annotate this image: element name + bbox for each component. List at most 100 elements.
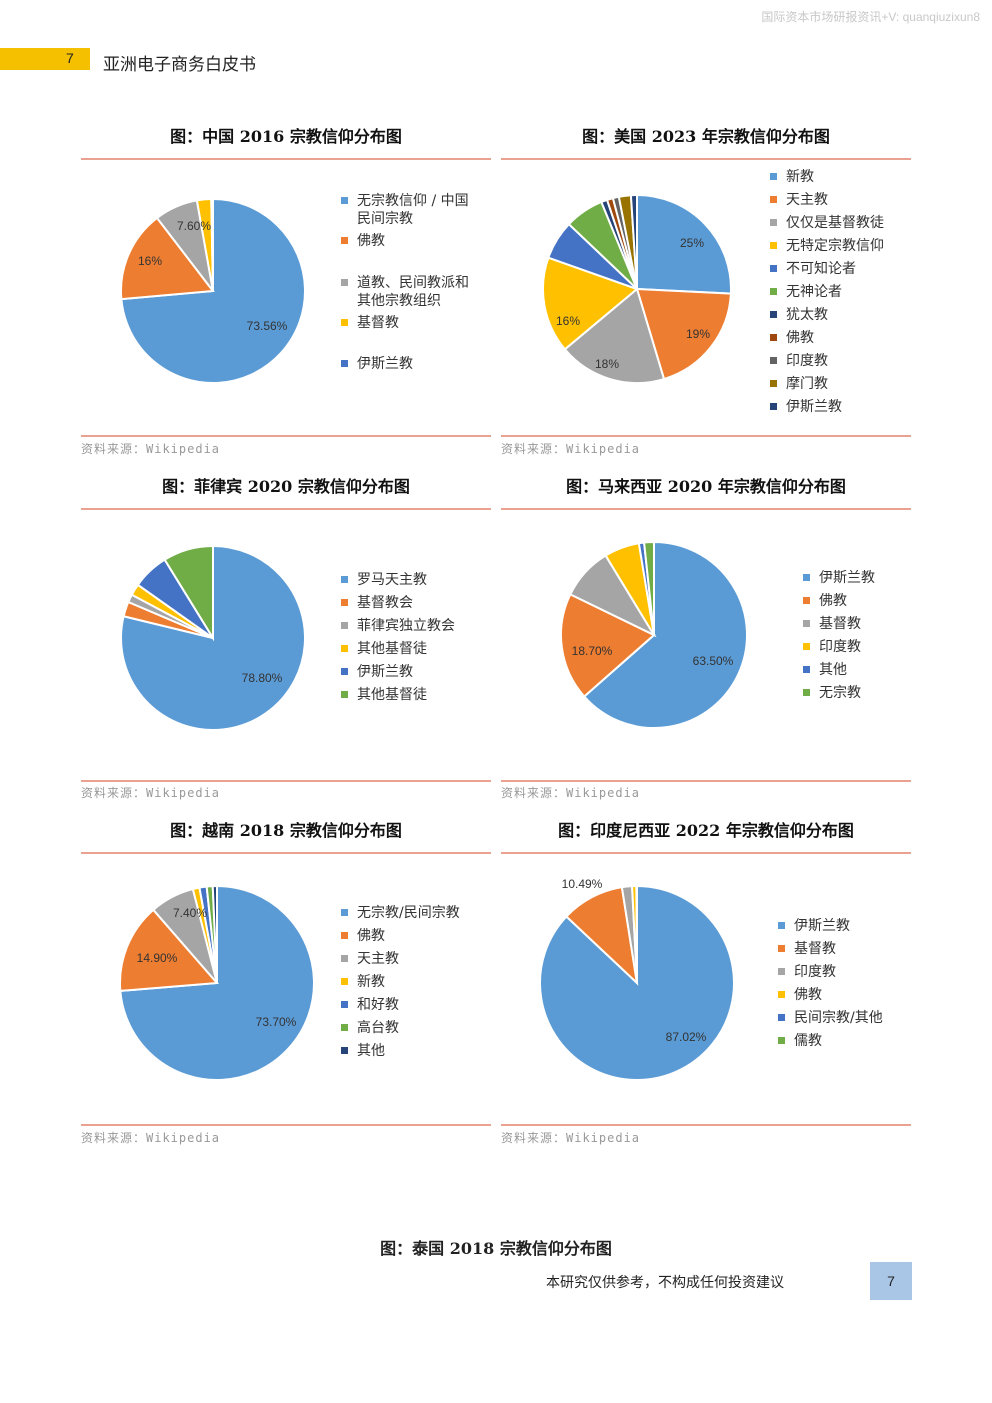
chart-bottom-rule [501, 780, 911, 782]
legend-swatch [341, 279, 348, 286]
legend-swatch [341, 360, 348, 367]
legend-swatch [778, 991, 785, 998]
legend-swatch [803, 574, 810, 581]
legend-label: 天主教 [357, 951, 399, 967]
legend-swatch [341, 645, 348, 652]
legend-swatch [341, 237, 348, 244]
chart-title: 图：印度尼西亚 2022 年宗教信仰分布图 [558, 821, 854, 840]
legend-swatch [803, 643, 810, 650]
legend-swatch [341, 932, 348, 939]
legend-swatch [803, 620, 810, 627]
chart-bottom-rule [81, 1124, 491, 1126]
chart-title: 图：菲律宾 2020 宗教信仰分布图 [162, 477, 410, 496]
legend-label: 其他基督徒 [357, 641, 427, 657]
watermark: 国际资本市场研报资讯+V: quanqiuzixun8 [761, 10, 980, 24]
slice-data-label: 18.70% [572, 644, 613, 658]
disclaimer: 本研究仅供参考，不构成任何投资建议 [546, 1275, 784, 1291]
legend-label: 佛教 [794, 987, 822, 1003]
legend-label: 佛教 [357, 233, 385, 249]
page-tab-bar [0, 48, 90, 70]
chart-bottom-rule [501, 1124, 911, 1126]
legend-label: 高台教 [357, 1020, 399, 1036]
chart-top-rule [81, 508, 491, 510]
legend-swatch [778, 1037, 785, 1044]
legend-label: 伊斯兰教 [794, 918, 850, 934]
slice-data-label: 73.56% [247, 319, 288, 333]
legend-swatch [341, 909, 348, 916]
chart-title: 图：越南 2018 宗教信仰分布图 [170, 821, 402, 840]
page-number: 7 [870, 1262, 912, 1300]
chart-source: 资料来源：Wikipedia [81, 786, 221, 800]
slice-data-label: 18% [595, 357, 619, 371]
pie-slice [635, 287, 732, 381]
pie-slice [542, 256, 639, 351]
legend-swatch [770, 219, 777, 226]
legend-swatch [341, 622, 348, 629]
legend-swatch [341, 1001, 348, 1008]
pie-chart: 63.50% 18.70% [560, 540, 748, 729]
legend-swatch [770, 357, 777, 364]
legend-label: 无宗教/民间宗教 [357, 905, 460, 921]
legend-label: 儒教 [794, 1033, 822, 1049]
pie-chart: 25% 19% 18% 16% [542, 193, 732, 384]
legend-label: 印度教 [819, 639, 861, 655]
legend-label: 佛教 [786, 330, 814, 346]
legend-swatch [770, 288, 777, 295]
chart-top-rule [501, 158, 911, 160]
pie-chart: 73.70% 14.90% 7.40% [119, 884, 315, 1081]
slice-data-label: 19% [686, 327, 710, 341]
legend-swatch [341, 978, 348, 985]
legend-swatch [770, 403, 777, 410]
legend-swatch [341, 599, 348, 606]
legend-swatch [803, 666, 810, 673]
slice-data-label: 7.60% [177, 219, 211, 233]
slice-data-label: 25% [680, 236, 704, 250]
legend-label: 仅仅是基督教徒 [786, 215, 884, 231]
document-title: 亚洲电子商务白皮书 [103, 55, 256, 75]
legend-swatch [770, 196, 777, 203]
legend-swatch [778, 968, 785, 975]
legend-label: 罗马天主教 [357, 572, 427, 588]
legend-label: 犹太教 [786, 307, 828, 323]
pie-chart: 87.02% 10.49% [539, 877, 735, 1081]
legend-label: 佛教 [819, 593, 847, 609]
slice-data-label: 78.80% [242, 671, 283, 685]
legend-label: 摩门教 [786, 376, 828, 392]
legend-label: 和好教 [357, 997, 399, 1013]
pie-slice [119, 908, 220, 992]
pie-chart: 78.80% [120, 544, 306, 731]
slice-data-label: 16% [556, 314, 580, 328]
chart-source: 资料来源：Wikipedia [81, 442, 221, 456]
next-figure-title: 图：泰国 2018 宗教信仰分布图 [380, 1239, 612, 1258]
legend-label: 基督教 [819, 616, 861, 632]
slice-data-label: 14.90% [137, 951, 178, 965]
chart-top-rule [81, 158, 491, 160]
pie-slice [582, 540, 748, 729]
slice-data-label: 63.50% [693, 654, 734, 668]
chart-top-rule [501, 508, 911, 510]
pie-slice [629, 193, 638, 290]
legend-label: 基督教会 [357, 595, 413, 611]
pie-slice [120, 216, 215, 301]
legend-label: 无宗教信仰 / 中国民间宗教 [357, 193, 469, 227]
chart-bottom-rule [81, 780, 491, 782]
legend-swatch [770, 380, 777, 387]
legend-label: 无神论者 [786, 284, 842, 300]
chart-bottom-rule [81, 435, 491, 437]
pie-slice [636, 193, 732, 295]
pie-slice [163, 544, 214, 642]
legend-label: 其他 [819, 662, 847, 678]
legend-swatch [770, 242, 777, 249]
legend-swatch [770, 173, 777, 180]
legend-label: 伊斯兰教 [819, 570, 875, 586]
chart-top-rule [501, 852, 911, 854]
legend-label: 菲律宾独立教会 [357, 618, 455, 634]
legend-swatch [778, 945, 785, 952]
legend-swatch [778, 1014, 785, 1021]
legend-swatch [341, 197, 348, 204]
legend-label: 道教、民间教派和其他宗教组织 [357, 275, 469, 309]
legend-label: 其他基督徒 [357, 687, 427, 703]
legend-swatch [341, 1047, 348, 1054]
legend-label: 天主教 [786, 192, 828, 208]
legend-label: 伊斯兰教 [357, 356, 413, 372]
